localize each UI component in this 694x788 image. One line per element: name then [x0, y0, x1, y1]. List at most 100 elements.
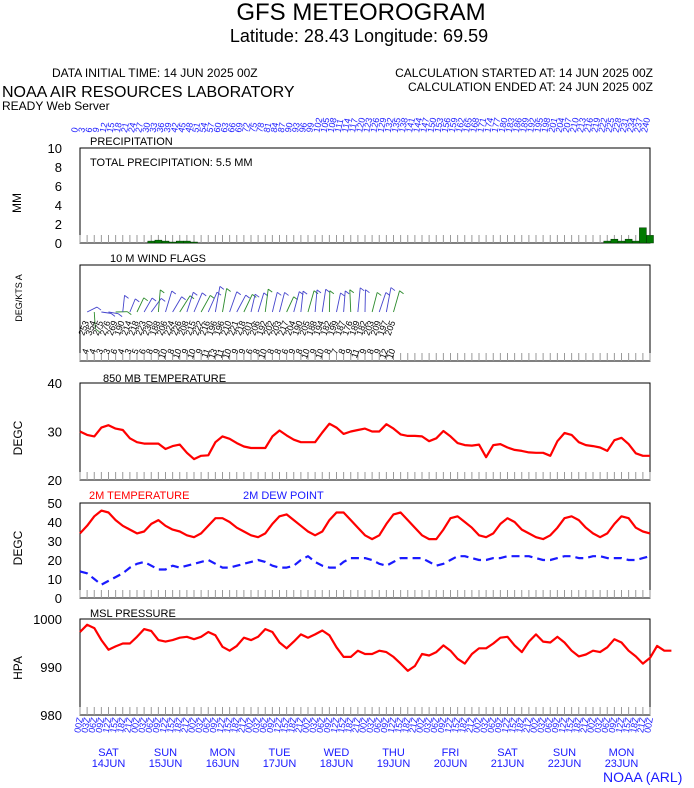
- wind-speed-label: 10: [221, 347, 234, 360]
- day-date-label: 22JUN: [548, 758, 582, 770]
- wind-flag-barb: [143, 297, 149, 302]
- hour-label: 126: [368, 117, 381, 134]
- wind-speed-label: 9: [308, 347, 319, 355]
- hour-label: 231: [618, 117, 631, 134]
- pressure-frame: [79, 618, 651, 716]
- hour-label: 114: [340, 117, 353, 133]
- hour-label: 18: [112, 122, 124, 134]
- server-name: READY Web Server: [2, 99, 110, 113]
- wind-flag-barb: [344, 290, 350, 295]
- wind-flag: [122, 295, 125, 313]
- wind-direction-label: 209: [369, 319, 384, 337]
- t850-ylabel: DEGC: [11, 420, 25, 455]
- z-time-label: 12Z: [272, 716, 285, 734]
- z-time-label: 03Z: [365, 716, 378, 734]
- z-time-label: 06Z: [543, 716, 556, 734]
- hour-label: 177: [490, 117, 503, 134]
- precip-bar: [161, 240, 170, 244]
- wind-direction-label: 196: [212, 319, 227, 337]
- wind-flag-barb: [254, 293, 260, 298]
- z-time-label: 12Z: [101, 716, 114, 734]
- wind-direction-label: 201: [240, 319, 255, 337]
- hour-label: 204: [554, 117, 567, 134]
- wind-flag: [172, 296, 183, 313]
- pressure-ylabel: HPA: [11, 656, 25, 680]
- hour-label: 111: [333, 118, 346, 133]
- hour-label: 120: [354, 117, 367, 134]
- wind-speed-label: 10: [299, 347, 312, 360]
- wind-direction-label: 194: [312, 319, 327, 337]
- hour-label: 189: [518, 117, 531, 134]
- wind-flag-barb: [236, 291, 242, 296]
- z-time-label: 06Z: [258, 716, 271, 734]
- z-time-label: 21Z: [464, 716, 477, 734]
- wind-direction-label: 192: [255, 319, 270, 337]
- wind-flag: [136, 297, 145, 313]
- z-time-label: 00Z: [300, 716, 313, 734]
- main-title: GFS METEOROGRAM: [236, 0, 485, 26]
- footer-credit: NOAA (ARL): [603, 769, 682, 785]
- hour-label: 159: [447, 117, 460, 134]
- hour-label: 222: [596, 117, 609, 134]
- day-date-label: 23JUN: [605, 758, 639, 770]
- wind-flag-barb: [181, 296, 186, 301]
- wind-direction-label: 217: [276, 319, 291, 337]
- wind-speed-label: 13: [206, 347, 219, 360]
- z-time-label: 21Z: [350, 716, 363, 734]
- hour-label: 90: [283, 122, 295, 134]
- t850-frame: [79, 382, 651, 481]
- hour-label: 60: [212, 122, 224, 134]
- z-time-label: 12Z: [500, 716, 513, 734]
- wind-flag: [243, 294, 253, 313]
- z-time-label: 18Z: [514, 716, 527, 734]
- hour-label: 216: [582, 117, 595, 134]
- z-time-label: 12Z: [557, 716, 570, 734]
- wind-direction-label: 208: [176, 319, 191, 337]
- wind-direction-label: 190: [290, 319, 305, 337]
- wind-direction-label: 276: [98, 319, 113, 337]
- wind-direction-label: 203: [361, 319, 376, 337]
- day-of-week-label: MON: [609, 747, 635, 759]
- hour-label: 192: [525, 117, 538, 134]
- hour-label: 123: [361, 117, 374, 134]
- wind-speed-label: 11: [214, 347, 227, 359]
- z-time-label: 21Z: [122, 716, 135, 734]
- surface-ytick-label: 50: [48, 496, 62, 511]
- wind-flag-barb: [399, 290, 404, 295]
- z-time-label: 09Z: [607, 716, 620, 734]
- wind-speed-label: 9: [180, 347, 191, 355]
- wind-direction-label: 218: [233, 319, 248, 337]
- surface-ytick-label: 0: [55, 591, 62, 606]
- hour-label: 63: [219, 122, 231, 134]
- wind-flag: [343, 290, 346, 313]
- wind-speed-label: 6: [279, 347, 290, 355]
- wind-flag: [385, 287, 392, 313]
- wind-flag-barb: [284, 292, 289, 296]
- hour-label: 39: [162, 122, 174, 134]
- day-of-week-label: MON: [210, 747, 236, 759]
- hour-label: 72: [240, 122, 252, 134]
- z-time-label: 18Z: [571, 716, 584, 734]
- wind-speed-label: 6: [244, 347, 255, 355]
- wind-speed-label: 12: [377, 347, 390, 360]
- wind-flag: [200, 295, 211, 313]
- wind-direction-label: 221: [226, 319, 241, 337]
- calc-ended: CALCULATION ENDED AT: 24 JUN 2025 00Z: [408, 80, 653, 94]
- z-time-label: 06Z: [372, 716, 385, 734]
- hour-label: 75: [247, 122, 259, 134]
- hour-label: 42: [169, 122, 181, 134]
- z-time-label: 03Z: [479, 716, 492, 734]
- wind-flag-barb: [160, 297, 166, 302]
- wind-flag: [321, 289, 327, 313]
- wind-direction-label: 202: [262, 319, 277, 337]
- hour-label: 240: [639, 117, 652, 134]
- z-time-label: 06Z: [429, 716, 442, 734]
- hour-label: 105: [319, 117, 332, 134]
- z-time-label: 00Z: [528, 716, 541, 734]
- hour-label: 132: [383, 117, 396, 134]
- wind-flag-barb: [252, 294, 257, 298]
- hour-label: 144: [411, 117, 424, 134]
- z-time-label: 15Z: [336, 716, 349, 734]
- z-time-label: 15Z: [165, 716, 178, 734]
- wind-speed-label: 9: [372, 347, 383, 355]
